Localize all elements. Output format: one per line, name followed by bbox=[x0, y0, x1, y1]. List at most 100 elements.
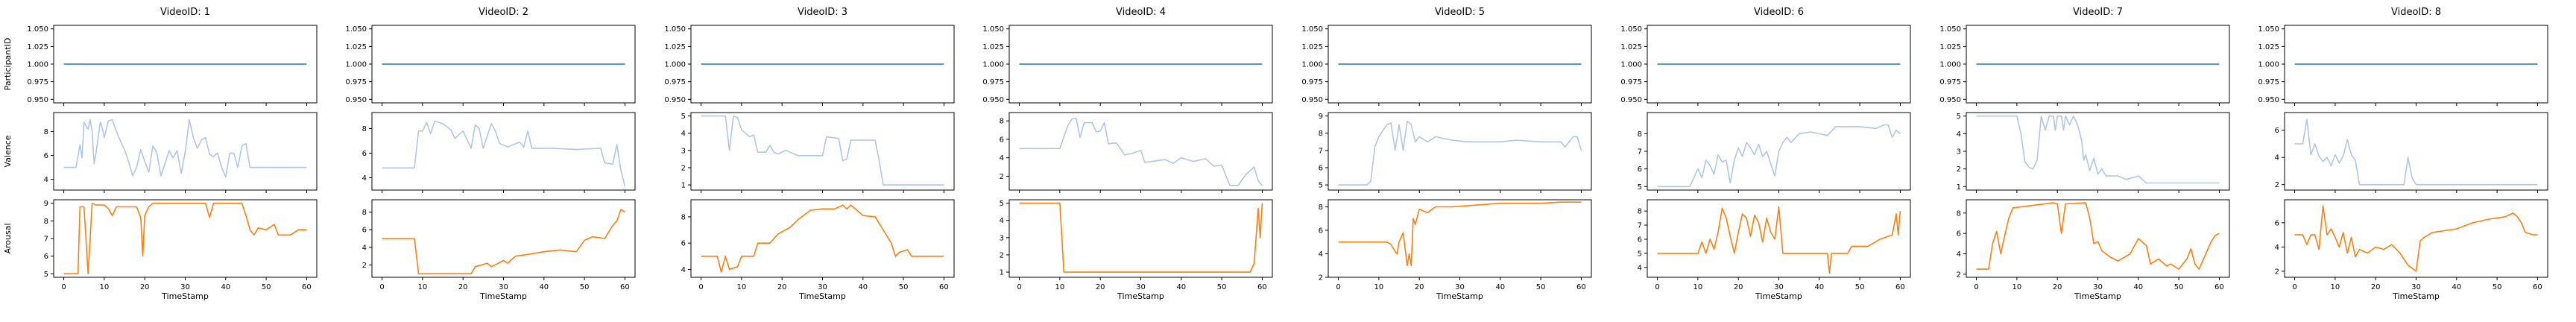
y-tick-label: 1.000 bbox=[664, 61, 686, 69]
y-tick-label: 4 bbox=[1000, 217, 1004, 225]
subplot-valence: 4 6 8 bbox=[362, 112, 636, 193]
y-tick-label: 0.975 bbox=[27, 78, 48, 86]
y-tick-label: 1.050 bbox=[345, 25, 367, 34]
y-tick-label: 6 bbox=[1638, 165, 1642, 174]
y-tick-label: 8 bbox=[1319, 203, 1323, 212]
y-tick-label: 1 bbox=[1957, 183, 1961, 192]
x-tick-label: 60 bbox=[1257, 283, 1267, 291]
y-tick-label: 2 bbox=[1000, 251, 1004, 259]
y-axis-label: Arousal bbox=[3, 223, 13, 253]
y-tick-label: 8 bbox=[44, 128, 48, 136]
y-tick-label: 8 bbox=[44, 218, 48, 226]
y-tick-label: 4 bbox=[1000, 154, 1004, 162]
y-tick-label: 0.975 bbox=[2258, 78, 2279, 86]
x-tick-label: 50 bbox=[2174, 283, 2184, 291]
arousal-line bbox=[1657, 206, 1901, 274]
y-tick-label: 8 bbox=[1638, 208, 1642, 216]
y-tick-label: 4 bbox=[362, 244, 367, 252]
y-tick-label: 0.975 bbox=[1301, 78, 1323, 86]
y-tick-label: 3 bbox=[1000, 234, 1004, 242]
y-tick-label: 0.950 bbox=[345, 96, 367, 104]
x-tick-label: 30 bbox=[180, 283, 190, 291]
y-tick-label: 2 bbox=[362, 262, 367, 270]
valence-line bbox=[1019, 117, 1263, 186]
y-tick-label: 0.950 bbox=[1939, 96, 1961, 104]
subplot-participant: 0.950 0.975 1.000 1.025 1.050 bbox=[1301, 25, 1592, 106]
panel-title: VideoID: 8 bbox=[2391, 7, 2441, 18]
x-tick-label: 0 bbox=[2292, 283, 2296, 291]
y-tick-label: 1.050 bbox=[27, 25, 48, 34]
valence-line bbox=[701, 115, 944, 186]
y-tick-label: 6 bbox=[44, 253, 48, 261]
y-tick-label: 5 bbox=[1000, 200, 1004, 208]
x-tick-label: 0 bbox=[698, 283, 703, 291]
subplot-participant: 0.950 0.975 1.000 1.025 1.050 bbox=[2258, 25, 2548, 106]
subplot-valence: 1 2 3 4 5 bbox=[681, 112, 955, 193]
y-tick-label: 4 bbox=[2275, 244, 2279, 252]
axes-frame bbox=[371, 112, 636, 191]
y-tick-label: 1.000 bbox=[1939, 61, 1961, 69]
panel-title: VideoID: 3 bbox=[798, 7, 847, 18]
y-tick-label: 1.025 bbox=[2258, 43, 2279, 51]
y-tick-label: 6 bbox=[2275, 219, 2279, 227]
y-tick-label: 4 bbox=[44, 176, 48, 184]
y-tick-label: 6 bbox=[1638, 236, 1642, 244]
y-tick-label: 0.975 bbox=[345, 78, 367, 86]
arousal-line bbox=[1019, 202, 1263, 273]
y-tick-label: 6 bbox=[362, 227, 367, 235]
y-tick-label: 5 bbox=[681, 113, 686, 121]
y-tick-label: 1.050 bbox=[1939, 25, 1961, 34]
y-tick-label: 8 bbox=[681, 213, 686, 221]
y-tick-label: 8 bbox=[1000, 118, 1004, 126]
y-tick-label: 1.025 bbox=[345, 43, 367, 51]
subplot-participant: 0.950 0.975 1.000 1.025 1.050 bbox=[982, 25, 1273, 106]
y-tick-label: 0.950 bbox=[27, 96, 48, 104]
y-tick-label: 1.050 bbox=[982, 25, 1004, 34]
y-tick-label: 2 bbox=[2275, 181, 2279, 189]
y-tick-label: 0.950 bbox=[1620, 96, 1642, 104]
y-tick-label: 6 bbox=[2275, 127, 2279, 135]
y-tick-label: 2 bbox=[2275, 268, 2279, 276]
x-tick-label: 20 bbox=[1734, 283, 1743, 291]
x-axis-label: TimeStamp bbox=[479, 291, 527, 301]
y-tick-label: 7 bbox=[44, 236, 48, 244]
valence-line bbox=[382, 120, 626, 187]
subplot-participant: 0.950 0.975 1.000 1.025 1.050 bbox=[1939, 25, 2230, 106]
axes-frame bbox=[1008, 199, 1273, 278]
y-tick-label: 0.975 bbox=[664, 78, 686, 86]
y-tick-label: 1.000 bbox=[1301, 61, 1323, 69]
valence-line bbox=[1976, 115, 2220, 184]
valence-line bbox=[2294, 119, 2538, 186]
y-tick-label: 0.975 bbox=[1620, 78, 1642, 86]
x-tick-label: 40 bbox=[1176, 283, 1186, 291]
y-tick-label: 1.000 bbox=[345, 61, 367, 69]
y-tick-label: 7 bbox=[1638, 148, 1642, 157]
x-tick-label: 60 bbox=[1895, 283, 1905, 291]
y-tick-label: 4 bbox=[681, 266, 686, 274]
subplot-valence: 2 4 6 bbox=[2275, 112, 2548, 193]
x-tick-label: 10 bbox=[1693, 283, 1703, 291]
axes-frame bbox=[690, 199, 955, 278]
y-tick-label: 1.050 bbox=[1620, 25, 1642, 34]
y-tick-label: 7 bbox=[1319, 147, 1323, 155]
x-tick-label: 40 bbox=[858, 283, 868, 291]
x-tick-label: 20 bbox=[1415, 283, 1424, 291]
y-tick-label: 0.950 bbox=[2258, 96, 2279, 104]
y-tick-label: 6 bbox=[362, 150, 367, 158]
y-tick-label: 0.975 bbox=[1939, 78, 1961, 86]
y-tick-label: 9 bbox=[44, 200, 48, 208]
y-tick-label: 2 bbox=[1000, 173, 1004, 181]
axes-frame bbox=[53, 199, 318, 278]
x-tick-label: 30 bbox=[1136, 283, 1146, 291]
subplot-valence: 5 6 7 8 9 bbox=[1319, 112, 1592, 193]
x-tick-label: 20 bbox=[140, 283, 150, 291]
panel-title: VideoID: 6 bbox=[1754, 7, 1804, 18]
x-tick-label: 20 bbox=[458, 283, 468, 291]
x-tick-label: 10 bbox=[1055, 283, 1065, 291]
y-tick-label: 1.025 bbox=[27, 43, 48, 51]
panel-title: VideoID: 5 bbox=[1435, 7, 1485, 18]
y-tick-label: 1.025 bbox=[1620, 43, 1642, 51]
